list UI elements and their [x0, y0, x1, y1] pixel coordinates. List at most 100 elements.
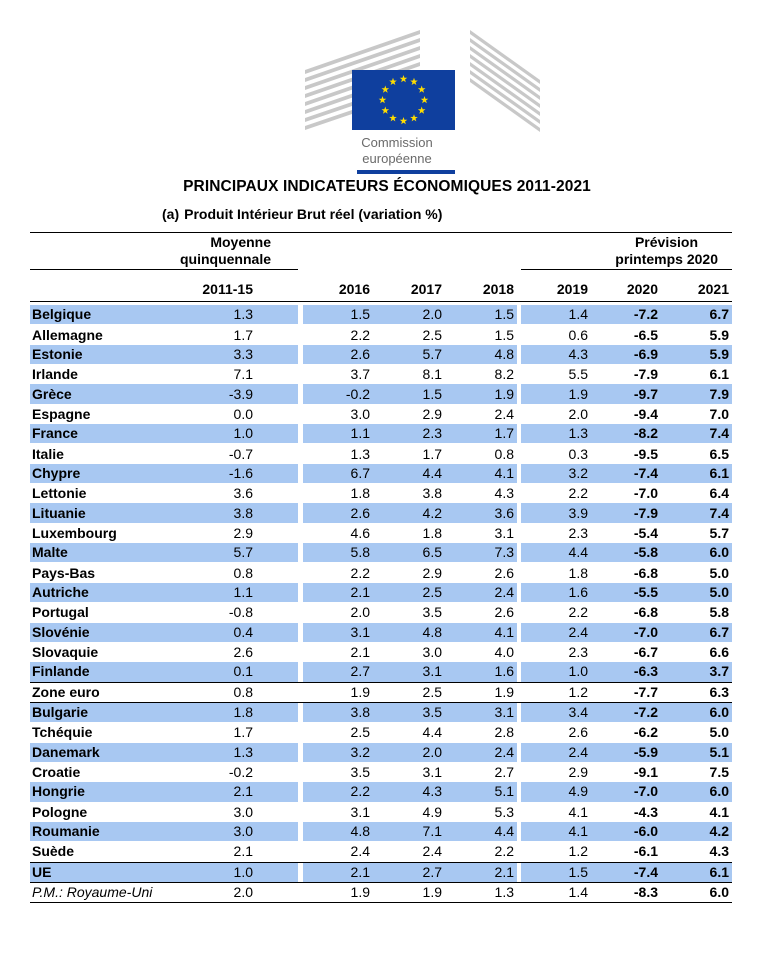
cell: [517, 503, 521, 524]
value-cell: -6.1: [591, 841, 661, 863]
value-cell: -5.5: [591, 582, 661, 604]
value-cell: 1.8: [568, 564, 588, 581]
value-cell: 2.0: [568, 405, 588, 422]
cell: [298, 543, 303, 564]
value-cell: 2.0: [190, 882, 298, 904]
value-cell: 2.5: [422, 326, 442, 343]
value-cell: -7.9: [633, 366, 658, 383]
cell: [517, 463, 521, 485]
cell: [298, 503, 303, 524]
row-label: Grèce: [30, 384, 190, 405]
value-cell: 4.9: [521, 782, 591, 803]
value-cell: 0.3: [568, 445, 588, 462]
table-row: Grèce -3.9 -0.2 1.5 1.9 1.9 -9.7 7.9: [30, 384, 732, 405]
value-cell: 3.2: [303, 742, 373, 763]
value-cell: 5.8: [303, 543, 373, 564]
row-label: Roumanie: [30, 821, 190, 843]
value-cell: -0.2: [303, 384, 373, 405]
column-header: 2018: [445, 269, 517, 302]
table-row: Lettonie 3.6 1.8 3.8 4.3 2.2 -7.0 6.4: [30, 483, 732, 504]
value-cell: 2.3: [373, 424, 445, 445]
value-cell: 2.4: [445, 742, 517, 763]
value-cell: 5.8: [709, 604, 729, 621]
value-cell: 1.7: [233, 326, 253, 343]
value-cell: 1.5: [373, 384, 445, 405]
title: PRINCIPAUX INDICATEURS ÉCONOMIQUES 2011-…: [183, 178, 591, 195]
value-cell: 0.8: [190, 682, 298, 703]
value-cell: 2.1: [303, 862, 373, 883]
cell: [517, 682, 521, 703]
value-cell: 2.1: [303, 582, 373, 604]
value-cell: 2.4: [303, 841, 373, 863]
column-header: 2017: [373, 269, 445, 302]
value-cell: 8.2: [494, 366, 514, 383]
value-cell: 2.6: [494, 564, 514, 581]
value-cell: 2.1: [350, 644, 370, 661]
cell: [517, 543, 521, 564]
table-row: Luxembourg 2.9 4.6 1.8 3.1 2.3 -5.4 5.7: [30, 523, 732, 544]
value-cell: 0.4: [190, 622, 298, 643]
value-cell: -9.4: [633, 405, 658, 422]
value-cell: 2.2: [350, 564, 370, 581]
value-cell: 7.9: [661, 384, 732, 405]
value-cell: 4.8: [373, 622, 445, 643]
cell: [298, 384, 303, 405]
value-cell: 5.5: [568, 366, 588, 383]
value-cell: 2.0: [373, 742, 445, 763]
table-row: France 1.0 1.1 2.3 1.7 1.3 -8.2 7.4: [30, 424, 732, 445]
cell: [517, 602, 521, 623]
value-cell: -5.4: [633, 524, 658, 541]
value-cell: -6.3: [591, 662, 661, 683]
value-cell: 2.4: [494, 405, 514, 422]
cell: [298, 483, 303, 504]
row-label: Portugal: [32, 604, 89, 621]
table-header: Moyenne quinquennale Prévision printemps 2…: [30, 232, 732, 306]
value-cell: 1.5: [445, 305, 517, 326]
value-cell: 3.1: [494, 524, 514, 541]
star: [417, 106, 426, 114]
table-row: Slovénie 0.4 3.1 4.8 4.1 2.4 -7.0 6.7: [30, 622, 732, 643]
value-cell: 4.3: [661, 841, 732, 863]
row-label: France: [30, 424, 190, 445]
value-cell: 1.7: [445, 424, 517, 445]
table-row: Chypre -1.6 6.7 4.4 4.1 3.2 -7.4 6.1: [30, 463, 732, 485]
value-cell: 7.4: [661, 503, 732, 524]
value-cell: -7.0: [633, 485, 658, 502]
cell: [298, 662, 303, 683]
value-cell: 1.5: [494, 326, 514, 343]
table-row: Croatie -0.2 3.5 3.1 2.7 2.9 -9.1 7.5: [30, 762, 732, 783]
cell: [298, 862, 303, 883]
cell: [517, 841, 521, 863]
value-cell: 1.0: [521, 662, 591, 683]
value-cell: 1.5: [521, 862, 591, 883]
value-cell: 2.7: [303, 662, 373, 683]
value-cell: 2.4: [445, 582, 517, 604]
value-cell: 1.4: [521, 882, 591, 904]
table-row: Bulgarie 1.8 3.8 3.5 3.1 3.4 -7.2 6.0: [30, 702, 732, 724]
value-cell: 1.1: [303, 424, 373, 445]
value-cell: -7.0: [591, 622, 661, 643]
row-label: Danemark: [30, 742, 190, 763]
cell: [298, 324, 303, 345]
value-cell: 3.5: [373, 702, 445, 724]
value-cell: 3.7: [350, 366, 370, 383]
star: [381, 106, 390, 114]
value-cell: 2.9: [422, 564, 442, 581]
table-row: Zone euro 0.8 1.9 2.5 1.9 1.2 -7.7 6.3: [30, 682, 732, 703]
value-cell: 1.5: [303, 305, 373, 326]
table-row: Tchéquie 1.7 2.5 4.4 2.8 2.6 -6.2 5.0: [30, 722, 732, 743]
value-cell: 1.9: [373, 882, 445, 904]
value-cell: 2.0: [373, 305, 445, 326]
value-cell: 4.6: [350, 524, 370, 541]
value-cell: 8.1: [422, 366, 442, 383]
value-cell: 1.7: [422, 445, 442, 462]
value-cell: 4.1: [445, 622, 517, 643]
value-cell: 6.0: [661, 782, 732, 803]
row-label: Allemagne: [32, 326, 103, 343]
cell: [298, 622, 303, 643]
value-cell: 2.1: [190, 782, 298, 803]
table-row: Slovaquie 2.6 2.1 3.0 4.0 2.3 -6.7 6.6: [30, 642, 732, 663]
cell: [298, 523, 303, 544]
value-cell: 6.5: [709, 445, 729, 462]
value-cell: 1.3: [521, 424, 591, 445]
